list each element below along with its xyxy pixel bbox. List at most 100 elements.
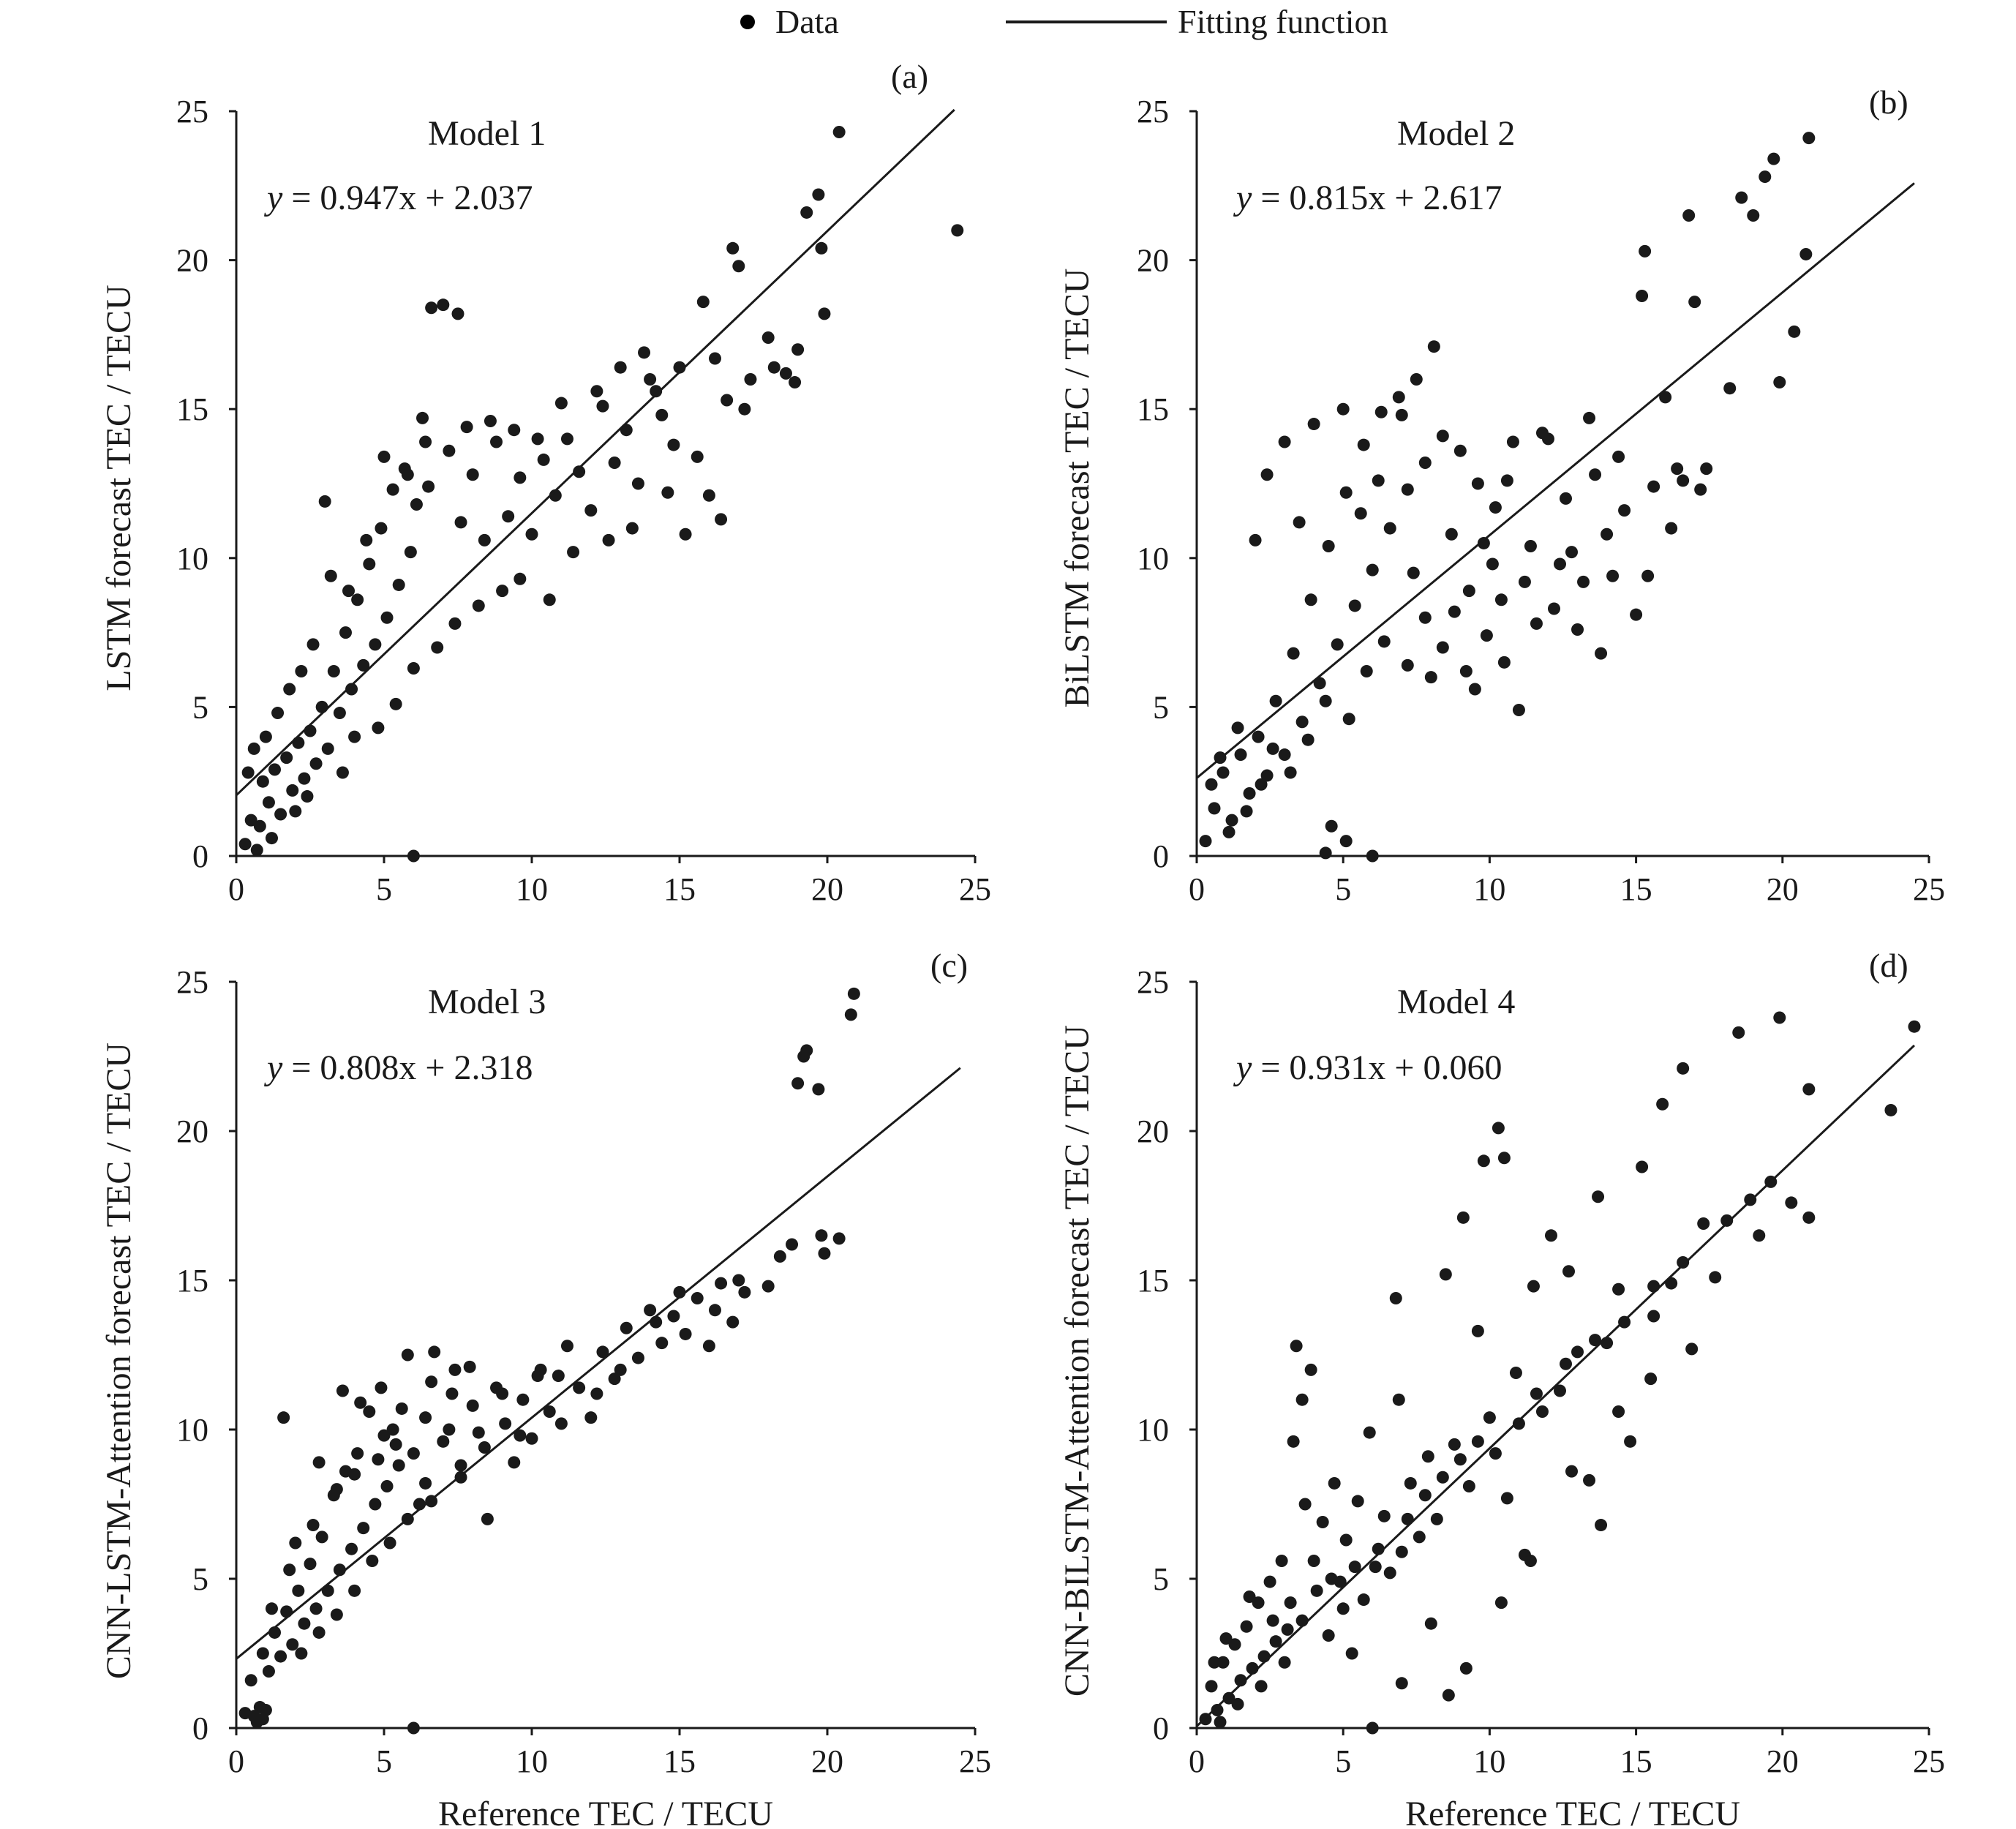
data-point [773, 1250, 786, 1263]
data-point [1284, 766, 1297, 779]
data-point [738, 402, 751, 416]
data-point [1506, 435, 1519, 448]
data-point [1518, 575, 1531, 588]
data-point [463, 1360, 476, 1373]
data-point [443, 444, 456, 457]
plot-area: 0 5 10 15 20 25 0 5 10 15 20 25 [1137, 964, 1945, 1779]
y-tick-label: 0 [1153, 838, 1169, 874]
data-point [1677, 1256, 1690, 1269]
data-point [1413, 1531, 1426, 1544]
data-point [1577, 575, 1590, 588]
data-point [1656, 1097, 1669, 1111]
data-point [1208, 1656, 1221, 1669]
data-point [286, 784, 299, 797]
data-point [336, 1384, 349, 1397]
data-point [1595, 647, 1608, 660]
data-point [832, 1232, 846, 1245]
x-tick-label: 5 [1335, 871, 1351, 907]
data-point [951, 224, 964, 237]
x-tick-label: 5 [376, 1743, 392, 1779]
data-point [1211, 1704, 1224, 1717]
data-point [1319, 694, 1332, 707]
data-point [726, 241, 740, 255]
data-point [416, 411, 429, 424]
data-point [256, 775, 269, 788]
equation-y: y [263, 1048, 283, 1087]
data-point [336, 766, 349, 779]
data-point [1636, 289, 1649, 302]
data-point [1612, 450, 1625, 463]
equation-rhs: = 0.808x + 2.318 [282, 1048, 533, 1087]
data-point [280, 1605, 293, 1618]
data-point [1723, 382, 1737, 395]
data-point [1477, 1154, 1490, 1168]
data-point [584, 504, 598, 517]
data-point [573, 1381, 586, 1394]
data-point [1544, 1229, 1557, 1242]
data-point [1685, 1342, 1699, 1356]
y-tick-label: 25 [1137, 964, 1169, 1000]
data-point [330, 1608, 343, 1621]
fit-line [1196, 182, 1915, 779]
x-tick-label: 20 [811, 1743, 843, 1779]
y-axis-title: BiLSTM forecast TEC / TECU [1058, 268, 1097, 708]
data-point [1436, 429, 1449, 443]
data-point [1310, 1584, 1323, 1597]
data-point [1759, 170, 1772, 184]
data-point [1494, 593, 1508, 606]
x-tick-label: 25 [959, 871, 991, 907]
data-point [1785, 1196, 1798, 1209]
data-point [375, 1381, 388, 1394]
data-point [1524, 540, 1537, 553]
data-point [702, 1340, 715, 1353]
data-point [1618, 504, 1631, 517]
data-point [1255, 778, 1268, 791]
data-point [1228, 1638, 1241, 1651]
data-point [425, 301, 438, 315]
data-point [1512, 703, 1525, 716]
data-point [1682, 209, 1696, 222]
data-point [767, 361, 781, 374]
data-point [318, 495, 331, 508]
data-point [1354, 507, 1367, 520]
data-point [481, 1512, 494, 1525]
data-point [1720, 1214, 1734, 1227]
data-point [1275, 1555, 1288, 1568]
data-point [1418, 456, 1432, 469]
data-point [644, 1304, 657, 1317]
data-point [1377, 1509, 1391, 1522]
y-tick-label: 20 [176, 243, 208, 279]
data-point [560, 1340, 573, 1353]
data-point [1747, 209, 1760, 222]
data-point [696, 296, 710, 309]
data-point [1322, 1629, 1335, 1642]
data-point [847, 987, 860, 1000]
y-tick-label: 10 [176, 1412, 208, 1448]
data-point [537, 453, 550, 466]
data-point [1304, 1363, 1317, 1376]
data-point [283, 1563, 296, 1577]
data-point [1325, 819, 1338, 833]
plot-area: 0 5 10 15 20 25 0 5 10 15 20 25 [176, 94, 991, 907]
data-point [1439, 1268, 1452, 1281]
data-point [732, 260, 745, 273]
panel-c: (c) Model 3 y = 0.808x + 2.318 CNN-LSTM-… [99, 947, 991, 1829]
data-point [1700, 462, 1713, 476]
data-point [1336, 402, 1350, 416]
data-point [419, 1411, 432, 1424]
model-name: Model 4 [1397, 983, 1515, 1021]
data-point [241, 766, 255, 779]
data-point [1401, 658, 1414, 672]
y-axis-title: CNN-LSTM-Attention forecast TEC / TECU [99, 1043, 138, 1679]
y-tick-label: 5 [1153, 1561, 1169, 1597]
data-point [508, 424, 521, 437]
data-point [1732, 1026, 1745, 1039]
fit-equation: y = 0.947x + 2.037 [263, 179, 533, 217]
data-point [351, 1447, 364, 1460]
data-point [277, 1411, 290, 1424]
data-point [1351, 1495, 1364, 1508]
data-point [1483, 1411, 1496, 1424]
data-point [351, 593, 364, 606]
x-tick-label: 10 [1473, 1743, 1505, 1779]
